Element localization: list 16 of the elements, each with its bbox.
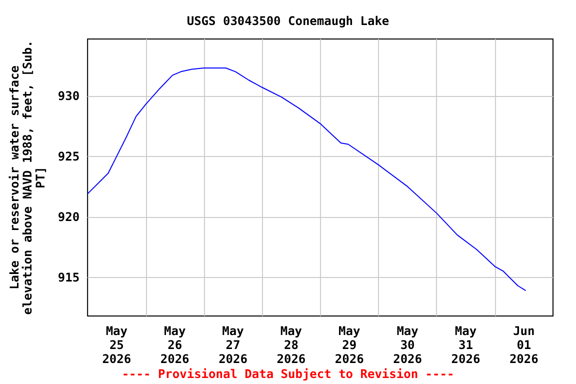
- y-tick-label: 930: [58, 88, 80, 103]
- y-tick-label: 925: [58, 149, 80, 164]
- y-tick-label: 920: [58, 210, 80, 224]
- x-tick-label: May 29 2026: [334, 324, 364, 366]
- x-tick-label: May 25 2026: [102, 324, 132, 366]
- chart-title: USGS 03043500 Conemaugh Lake: [186, 14, 390, 28]
- x-tick-label: May 27 2026: [218, 324, 248, 366]
- x-tick-label: May 31 2026: [451, 324, 480, 366]
- y-axis-title: Lake or reservoir water surface elevation above NAVD 1988, feet, [Sub. PT]: [8, 40, 48, 315]
- x-tick-label: May 28 2026: [276, 324, 306, 366]
- line-series: [87, 68, 526, 292]
- x-tick-label: May 30 2026: [393, 324, 422, 366]
- x-tick-label: Jun 01 2026: [509, 324, 538, 366]
- text: ---- Provisional Data Subject to Revision ----: [122, 367, 454, 381]
- y-tick-label: 915: [58, 270, 80, 284]
- x-tick-label: May 26 2026: [160, 324, 190, 366]
